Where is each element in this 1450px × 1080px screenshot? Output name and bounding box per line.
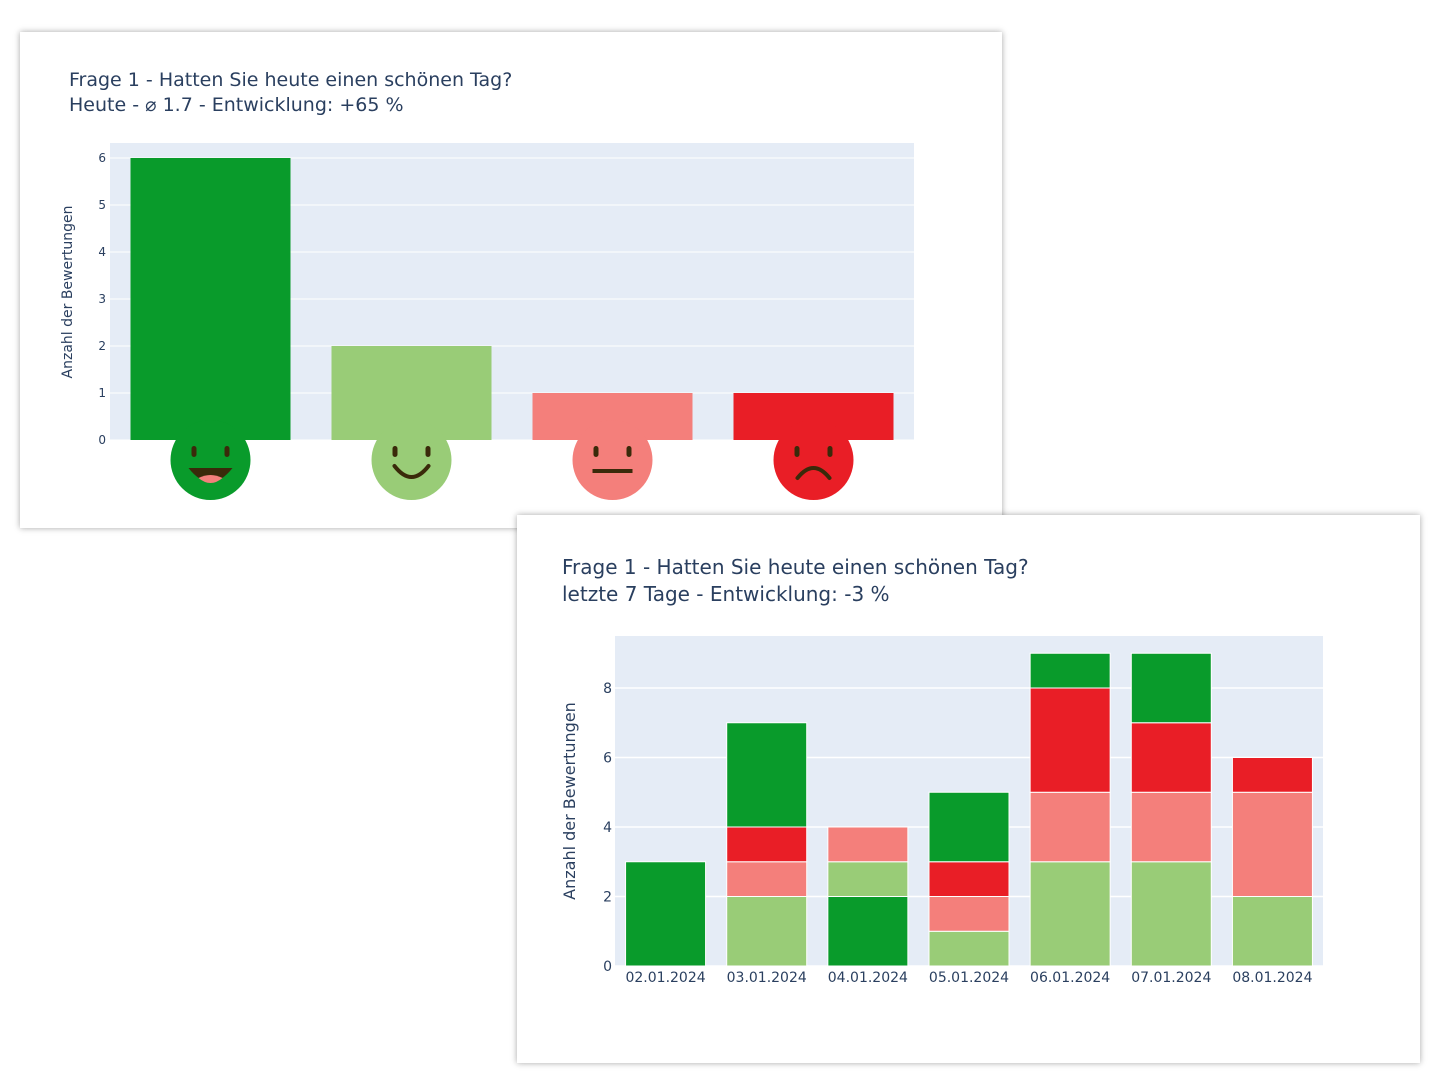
y-tick-label: 6: [98, 151, 106, 165]
chart-title-line1: Frage 1 - Hatten Sie heute einen schönen…: [69, 69, 513, 91]
chart-title: Frage 1 - Hatten Sie heute einen schönen…: [562, 554, 1029, 608]
x-tick-label: 08.01.2024: [1232, 970, 1312, 986]
y-tick-label: 3: [98, 292, 106, 306]
bar-segment-very-happy: [726, 722, 808, 828]
chart-subtitle: letzte 7 Tage - Entwicklung: -3 %: [562, 582, 890, 606]
bar-segment-neutral: [1231, 791, 1313, 897]
week-stacked-bar-chart: 0 2 4 6 8 Anzahl der Bewertungen 02.01.2024 03.…: [560, 636, 1323, 986]
bar-segment-sad: [726, 826, 808, 863]
bar-segment-sad: [1130, 722, 1212, 793]
y-tick-label: 1: [98, 386, 106, 400]
chart-subtitle: Heute - ⌀ 1.7 - Entwicklung: +65 %: [69, 94, 404, 116]
y-tick-label: 2: [603, 890, 612, 906]
y-tick-label: 2: [98, 339, 106, 353]
x-tick-label: 02.01.2024: [625, 970, 705, 986]
bar-very-happy: [130, 158, 291, 440]
y-tick-label: 0: [603, 959, 612, 975]
bar-segment-neutral: [726, 861, 808, 897]
bar-segment-happy: [1029, 861, 1111, 967]
bar-segment-neutral: [1029, 791, 1111, 863]
y-tick-label: 0: [98, 433, 106, 447]
bar-segment-neutral: [928, 896, 1010, 932]
y-tick-label: 8: [603, 681, 612, 697]
bar-segment-very-happy: [1029, 652, 1111, 689]
y-tick-label: 4: [98, 245, 106, 259]
bar-segment-very-happy: [1130, 652, 1212, 724]
bar-segment-happy: [928, 930, 1010, 967]
bar-segment-sad: [1231, 757, 1313, 793]
bar-segment-sad: [928, 861, 1010, 897]
x-tick-label: 03.01.2024: [727, 970, 807, 986]
y-tick-label: 5: [98, 198, 106, 212]
bar-segment-neutral: [1130, 791, 1212, 863]
bar-segment-sad: [1029, 687, 1111, 793]
x-tick-label: 07.01.2024: [1131, 970, 1211, 986]
bar-segment-happy: [827, 861, 909, 897]
today-chart-panel: Frage 1 - Hatten Sie heute einen schönen…: [20, 32, 1002, 528]
smiling-face-icon: [371, 420, 452, 500]
frowning-face-icon: [773, 420, 854, 500]
neutral-face-icon: [572, 420, 653, 500]
bar-segment-very-happy: [928, 791, 1010, 863]
y-tick-label: 4: [603, 820, 612, 836]
y-axis-label: Anzahl der Bewertungen: [60, 206, 76, 379]
week-chart-panel: Frage 1 - Hatten Sie heute einen schönen…: [517, 515, 1420, 1063]
bar-segment-very-happy: [827, 896, 909, 967]
x-tick-label: 06.01.2024: [1030, 970, 1110, 986]
y-axis-label: Anzahl der Bewertungen: [560, 702, 579, 900]
today-bar-chart: 0 1 2 3 4 5 6 Anzahl der Bewertungen: [60, 143, 914, 500]
laughing-face-icon: [170, 420, 251, 500]
bar-segment-happy: [1130, 861, 1212, 967]
bar-segment-happy: [1231, 896, 1313, 967]
x-tick-label: 04.01.2024: [828, 970, 908, 986]
y-tick-label: 6: [603, 751, 612, 767]
chart-title: Frage 1 - Hatten Sie heute einen schönen…: [69, 68, 512, 118]
x-tick-label: 05.01.2024: [929, 970, 1009, 986]
bar-segment-happy: [726, 896, 808, 967]
chart-title-line1: Frage 1 - Hatten Sie heute einen schönen…: [562, 555, 1029, 579]
bar-segment-very-happy: [625, 861, 707, 967]
bar-segment-neutral: [827, 826, 909, 863]
